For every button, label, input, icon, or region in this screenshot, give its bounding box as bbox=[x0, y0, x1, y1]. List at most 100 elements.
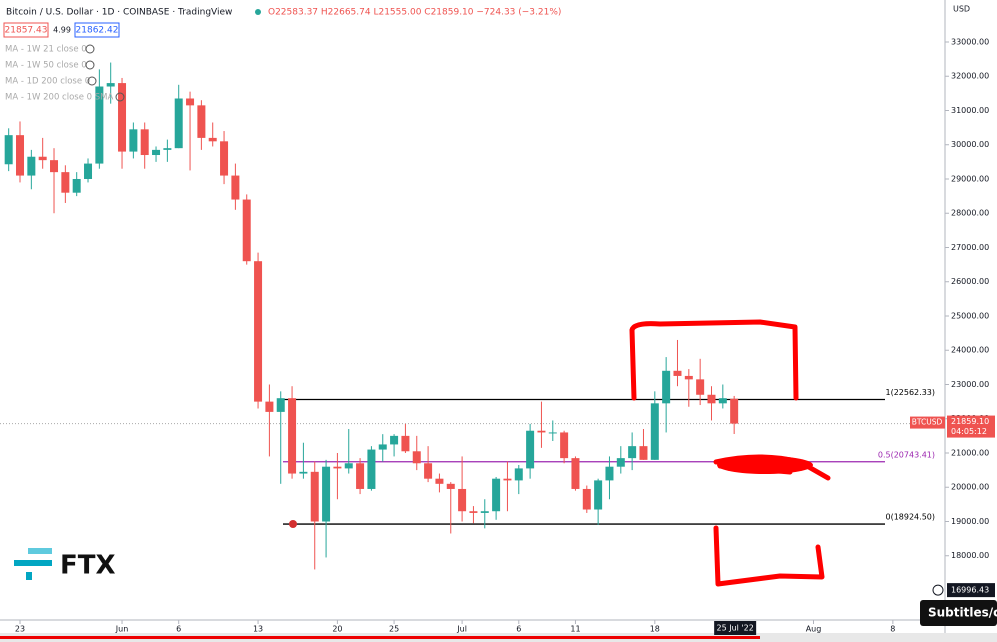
y-tick-label: 23000.00 bbox=[951, 380, 989, 389]
candle-body bbox=[367, 449, 376, 489]
candle-body bbox=[571, 458, 580, 489]
candle-body bbox=[4, 135, 13, 165]
candle-body bbox=[299, 471, 308, 474]
y-tick-label: 25000.00 bbox=[951, 311, 989, 320]
candle-body bbox=[265, 401, 274, 412]
crosshair-button bbox=[932, 584, 944, 596]
y-tick-label: 19000.00 bbox=[951, 517, 989, 526]
candle-body bbox=[673, 370, 682, 376]
candle-body bbox=[718, 398, 727, 404]
candle-body bbox=[548, 432, 557, 434]
candle-body bbox=[220, 141, 229, 176]
ask-box bbox=[74, 22, 120, 38]
x-tick-label: Aug bbox=[806, 625, 822, 634]
candle-body bbox=[424, 463, 433, 479]
y-tick-label: 20000.00 bbox=[951, 483, 989, 492]
x-tick-label: 11 bbox=[570, 625, 580, 634]
watermark-text: FTX bbox=[60, 551, 116, 581]
candle-body bbox=[16, 135, 25, 176]
candle-body bbox=[514, 468, 523, 481]
candle-body bbox=[344, 463, 353, 469]
x-tick-label: 20 bbox=[332, 625, 342, 634]
status-dot bbox=[255, 9, 261, 15]
candle-body bbox=[174, 98, 183, 149]
x-tick-label: 6 bbox=[176, 625, 181, 634]
symbol-tag-label: BTCUSD bbox=[912, 418, 943, 427]
candle-body bbox=[208, 137, 217, 142]
visibility-icon bbox=[87, 76, 97, 86]
candle-body bbox=[38, 156, 47, 161]
candle-body bbox=[72, 178, 81, 193]
candle-body bbox=[616, 458, 625, 467]
ask: 21862.42 bbox=[76, 26, 119, 36]
hand-scribble bbox=[717, 456, 813, 474]
ohlc-values: O22583.37 H22665.74 L21555.00 C21859.10 … bbox=[268, 8, 561, 18]
candle-body bbox=[50, 160, 59, 173]
y-tick-label: 21000.00 bbox=[951, 448, 989, 457]
currency-label: USD bbox=[953, 5, 970, 14]
y-tick-label: 31000.00 bbox=[951, 106, 989, 115]
candle-body bbox=[526, 430, 535, 469]
candle-body bbox=[412, 451, 421, 464]
candle-body bbox=[560, 432, 569, 459]
candle-body bbox=[537, 430, 546, 433]
watermark-logo bbox=[14, 548, 52, 580]
price-tag-label: 21859.10 bbox=[951, 417, 989, 426]
price-tag bbox=[947, 415, 995, 438]
indicator-label: MA - 1D 200 close 0 bbox=[5, 77, 90, 87]
countdown-label: 04:05:12 bbox=[951, 427, 987, 436]
x-tick-label: 18 bbox=[650, 625, 660, 634]
crosshair-price: 16996.43 bbox=[951, 586, 989, 595]
anchor-dot bbox=[289, 520, 297, 528]
x-tick-label: 23 bbox=[15, 625, 25, 634]
x-tick-label: 25 bbox=[389, 625, 399, 634]
candle-body bbox=[696, 379, 705, 395]
y-tick-label: 26000.00 bbox=[951, 277, 989, 286]
x-tick-label: Jun bbox=[115, 625, 129, 634]
crosshair-price-box bbox=[947, 583, 995, 598]
candle-body bbox=[231, 175, 240, 200]
candle-body bbox=[446, 483, 455, 489]
candle-body bbox=[684, 375, 693, 380]
candle-body bbox=[288, 398, 297, 474]
y-tick-label: 24000.00 bbox=[951, 346, 989, 355]
candle-body bbox=[84, 163, 93, 179]
candle-body bbox=[186, 98, 195, 106]
candle-body bbox=[707, 394, 716, 404]
x-tick-label: 8 bbox=[890, 625, 895, 634]
candle-body bbox=[197, 105, 206, 138]
candle-body bbox=[650, 403, 659, 460]
candle-body bbox=[605, 466, 614, 481]
candle-body bbox=[310, 471, 319, 522]
y-tick-label: 27000.00 bbox=[951, 243, 989, 252]
crosshair-date-box bbox=[714, 621, 757, 635]
candle-body bbox=[458, 488, 467, 512]
candle-body bbox=[61, 172, 70, 193]
indicator-label: MA - 1W 50 close 0 bbox=[5, 61, 87, 71]
candle-body bbox=[469, 511, 478, 513]
visibility-icon bbox=[85, 60, 95, 70]
candle-body bbox=[435, 478, 444, 484]
y-tick-label: 28000.00 bbox=[951, 209, 989, 218]
spread: 4.99 bbox=[53, 26, 71, 35]
candle-body bbox=[27, 156, 36, 176]
candle-body bbox=[594, 480, 603, 510]
y-tick-label: 30000.00 bbox=[951, 140, 989, 149]
candle-body bbox=[639, 446, 648, 460]
candle-body bbox=[106, 83, 115, 87]
symbol-tag bbox=[910, 416, 945, 429]
indicator-label: MA - 1W 200 close 0 SMA bbox=[5, 93, 113, 103]
indicator-label: MA - 1W 21 close 0 bbox=[5, 45, 87, 55]
y-tick-label: 32000.00 bbox=[951, 72, 989, 81]
candle-body bbox=[95, 86, 104, 164]
x-tick-label: Jul bbox=[456, 625, 467, 634]
candle-body bbox=[152, 149, 161, 156]
candle-body bbox=[582, 488, 591, 510]
fib-label: 0.5(20743.41) bbox=[878, 450, 935, 459]
bid: 21857.43 bbox=[5, 26, 48, 36]
candle-body bbox=[322, 466, 331, 522]
y-tick-label: 29000.00 bbox=[951, 174, 989, 183]
bid-box bbox=[3, 22, 49, 38]
video-progress bbox=[0, 636, 760, 639]
